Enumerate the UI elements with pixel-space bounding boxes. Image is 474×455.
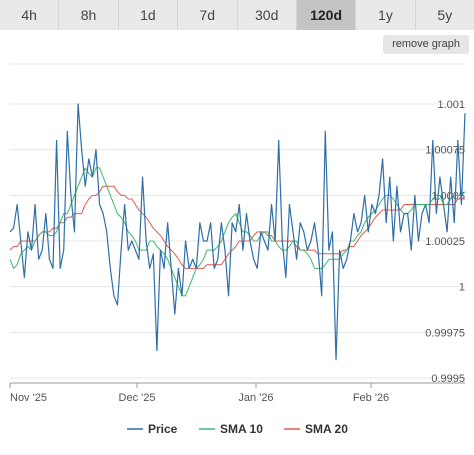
tab-1y[interactable]: 1y [356,0,416,30]
tab-8h[interactable]: 8h [59,0,119,30]
remove-graph-button[interactable]: remove graph [383,35,469,54]
x-tick-label: Jan '26 [238,392,273,404]
tab-1d[interactable]: 1d [118,0,179,30]
y-tick-label: 1.00025 [425,236,465,248]
y-tick-label: 1 [459,282,465,294]
series-line-price [9,103,466,361]
tab-5y[interactable]: 5y [415,0,474,30]
x-tick-label: Dec '25 [119,392,156,404]
tab-4h[interactable]: 4h [0,0,60,30]
chart-legend: Price SMA 10 SMA 20 [127,422,348,436]
y-tick-label: 0.9995 [431,373,465,385]
legend-label-sma-20[interactable]: SMA 20 [305,422,348,436]
y-tick-label: 1.0005 [431,190,465,202]
tab-120d[interactable]: 120d [296,0,357,30]
legend-label-price[interactable]: Price [148,422,178,436]
time-range-tabs: 4h 8h 1d 7d 30d 120d 1y 5y [0,0,474,30]
y-tick-label: 1.001 [437,99,465,111]
x-axis: Nov '25 Dec '25 Jan '26 Feb '26 [9,382,465,404]
series-lines [9,103,466,361]
y-tick-label: 0.99975 [425,327,465,339]
tab-30d[interactable]: 30d [237,0,297,30]
y-axis-ticks: 1.001 1.00075 1.0005 1.00025 1 0.99975 0.9995 [425,99,465,385]
x-tick-label: Feb '26 [353,392,389,404]
x-tick-label: Nov '25 [10,392,47,404]
tab-7d[interactable]: 7d [178,0,238,30]
y-tick-label: 1.00075 [425,145,465,157]
legend-label-sma-10[interactable]: SMA 10 [220,422,263,436]
series-line-sma-20 [9,185,465,269]
